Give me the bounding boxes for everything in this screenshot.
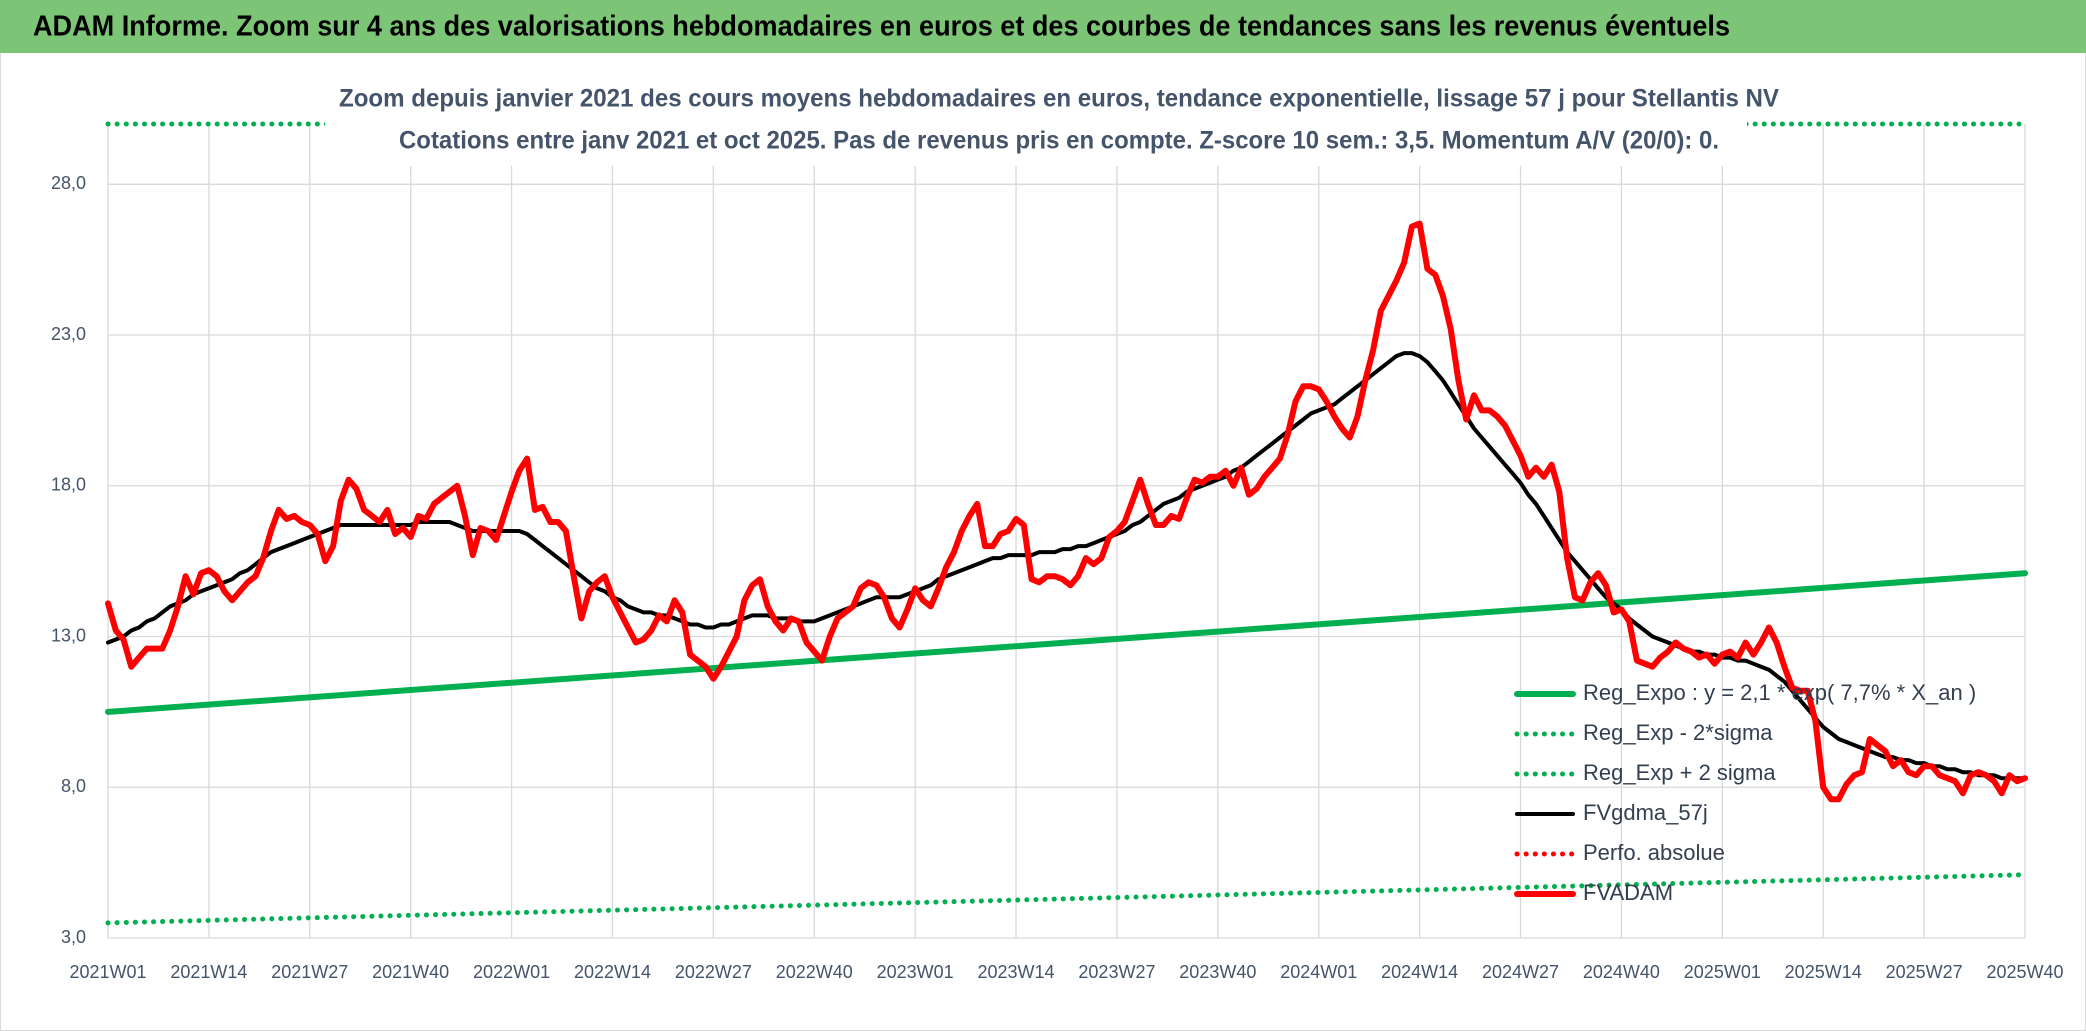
legend-label: Reg_Exp - 2*sigma (1583, 720, 1773, 745)
header-bar (0, 0, 2086, 53)
x-tick-label: 2024W40 (1583, 962, 1660, 982)
x-tick-label: 2023W27 (1078, 962, 1155, 982)
y-tick-label: 23,0 (51, 324, 86, 344)
x-tick-label: 2022W40 (776, 962, 853, 982)
chart-title: Zoom depuis janvier 2021 des cours moyen… (339, 85, 1779, 113)
x-tick-label: 2024W27 (1482, 962, 1559, 982)
legend-label: Perfo. absolue (1583, 840, 1725, 865)
legend-label: Reg_Expo : y = 2,1 * exp( 7,7% * X_an ) (1583, 680, 1976, 705)
y-tick-label: 18,0 (51, 475, 86, 495)
x-tick-label: 2025W40 (1986, 962, 2063, 982)
legend-label: Reg_Exp + 2 sigma (1583, 760, 1776, 785)
y-tick-label: 13,0 (51, 625, 86, 645)
chart-subtitle: Cotations entre janv 2021 et oct 2025. P… (399, 127, 1719, 155)
y-tick-label: 8,0 (61, 776, 86, 796)
x-tick-label: 2021W27 (271, 962, 348, 982)
x-tick-label: 2025W01 (1684, 962, 1761, 982)
x-tick-label: 2022W14 (574, 962, 651, 982)
x-tick-label: 2023W40 (1179, 962, 1256, 982)
x-tick-label: 2021W40 (372, 962, 449, 982)
series-line (105, 220, 2028, 803)
x-tick-label: 2021W01 (69, 962, 146, 982)
x-tick-label: 2022W27 (675, 962, 752, 982)
x-tick-label: 2024W01 (1280, 962, 1357, 982)
legend-label: FVADAM (1583, 880, 1673, 905)
x-tick-label: 2023W01 (877, 962, 954, 982)
legend: Reg_Expo : y = 2,1 * exp( 7,7% * X_an ) R… (1514, 680, 1976, 905)
series-line (105, 570, 2028, 715)
y-tick-label: 3,0 (61, 927, 86, 947)
header-title: ADAM Informe. Zoom sur 4 ans des valoris… (33, 11, 1730, 43)
series-line (105, 872, 2028, 926)
x-tick-label: 2024W14 (1381, 962, 1458, 982)
x-tick-label: 2025W14 (1785, 962, 1862, 982)
x-tick-label: 2022W01 (473, 962, 550, 982)
legend-label: FVgdma_57j (1583, 800, 1708, 825)
y-tick-label: 28,0 (51, 173, 86, 193)
subtitle-box (325, 80, 1747, 166)
x-tick-label: 2025W27 (1886, 962, 1963, 982)
x-tick-label: 2021W14 (170, 962, 247, 982)
x-tick-label: 2023W14 (978, 962, 1055, 982)
